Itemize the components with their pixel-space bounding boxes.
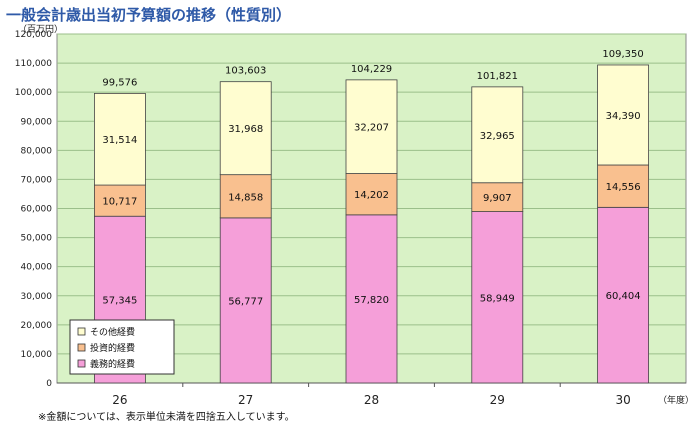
data-label-other: 32,965 bbox=[480, 131, 515, 142]
bar-segment-other bbox=[94, 92, 146, 186]
total-label: 99,576 bbox=[102, 77, 137, 88]
x-tick-label: 30 bbox=[615, 393, 630, 407]
bar-segment-investment bbox=[94, 184, 146, 217]
chart-title: 一般会計歳出当初予算額の推移（性質別） bbox=[6, 6, 292, 24]
legend-label: 義務的経費 bbox=[90, 358, 135, 370]
y-tick-label: 80,000 bbox=[21, 146, 53, 156]
legend bbox=[69, 319, 175, 375]
data-label-other: 31,514 bbox=[102, 135, 137, 146]
bar-segment-other bbox=[345, 79, 398, 174]
footnote: ※金額については、表示単位未満を四捨五入しています。 bbox=[38, 412, 295, 423]
bar-segment-other bbox=[597, 64, 649, 166]
bar-segment-investment bbox=[471, 182, 524, 212]
legend-label: その他経費 bbox=[90, 326, 135, 338]
data-label-mandatory: 56,777 bbox=[228, 296, 263, 307]
bar-segment-other bbox=[219, 81, 272, 176]
y-tick-label: 60,000 bbox=[21, 205, 53, 215]
y-tick-label: 110,000 bbox=[15, 59, 52, 69]
legend-swatch bbox=[77, 359, 86, 368]
legend-label: 投資的経費 bbox=[90, 342, 135, 354]
total-label: 104,229 bbox=[351, 64, 392, 75]
x-tick-label: 26 bbox=[112, 393, 127, 407]
data-label-other: 31,968 bbox=[228, 124, 263, 135]
legend-swatch bbox=[77, 327, 86, 336]
bar-segment-investment bbox=[345, 173, 398, 216]
total-label: 109,350 bbox=[602, 49, 643, 60]
bar-segment-mandatory bbox=[471, 211, 524, 384]
total-label: 103,603 bbox=[225, 66, 266, 77]
bar-segment-investment bbox=[219, 174, 272, 219]
legend-swatch bbox=[77, 343, 86, 352]
data-label-investment: 14,556 bbox=[606, 182, 641, 193]
data-label-mandatory: 60,404 bbox=[606, 291, 641, 302]
y-tick-label: 20,000 bbox=[21, 321, 53, 331]
data-label-investment: 14,202 bbox=[354, 190, 389, 201]
y-tick-label: 120,000 bbox=[15, 30, 52, 40]
x-tick-label: 28 bbox=[364, 393, 379, 407]
data-label-investment: 9,907 bbox=[483, 193, 512, 204]
data-label-investment: 14,858 bbox=[228, 192, 263, 203]
x-tick-label: 29 bbox=[490, 393, 505, 407]
data-label-mandatory: 57,345 bbox=[102, 296, 137, 307]
y-tick-label: 10,000 bbox=[21, 350, 53, 360]
x-tick-label: 27 bbox=[238, 393, 253, 407]
data-label-investment: 10,717 bbox=[102, 197, 137, 208]
y-tick-label: 30,000 bbox=[21, 292, 53, 302]
data-label-other: 34,390 bbox=[606, 111, 641, 122]
bar-segment-mandatory bbox=[345, 214, 398, 384]
bar-segment-mandatory bbox=[219, 217, 272, 384]
total-label: 101,821 bbox=[477, 71, 518, 82]
y-tick-label: 40,000 bbox=[21, 263, 53, 273]
y-tick-label: 100,000 bbox=[15, 88, 52, 98]
y-tick-label: 90,000 bbox=[21, 117, 53, 127]
bar-segment-mandatory bbox=[597, 206, 649, 384]
data-label-mandatory: 58,949 bbox=[480, 293, 515, 304]
data-label-mandatory: 57,820 bbox=[354, 295, 389, 306]
y-unit-label: （百万円） bbox=[18, 25, 64, 35]
bar-segment-other bbox=[471, 86, 524, 184]
y-tick-label: 0 bbox=[46, 379, 52, 389]
y-tick-label: 70,000 bbox=[21, 175, 53, 185]
data-label-other: 32,207 bbox=[354, 123, 389, 134]
y-tick-label: 50,000 bbox=[21, 234, 53, 244]
x-axis-label: （年度） bbox=[658, 394, 694, 406]
